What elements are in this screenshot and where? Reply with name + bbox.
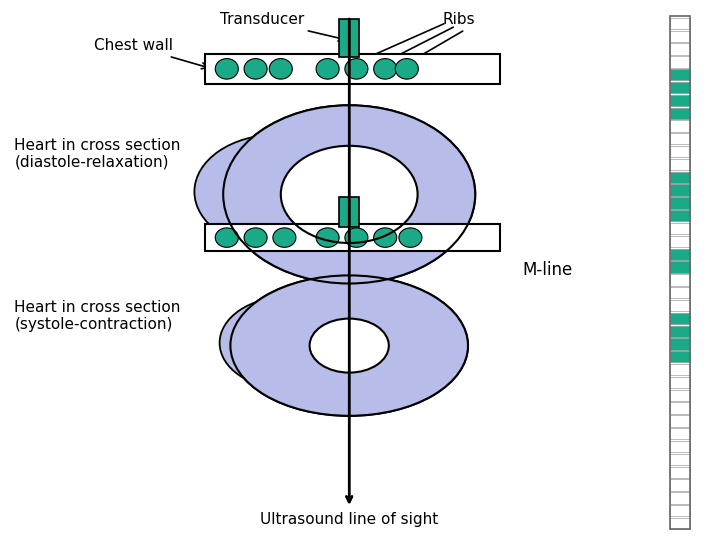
Bar	[670, 82, 690, 93]
Ellipse shape	[230, 275, 468, 416]
Bar	[670, 18, 690, 29]
Ellipse shape	[215, 59, 238, 79]
Bar	[670, 236, 690, 247]
Bar	[670, 364, 690, 375]
Bar	[339, 197, 359, 227]
Ellipse shape	[220, 297, 356, 389]
Ellipse shape	[215, 228, 238, 247]
Bar	[670, 480, 690, 491]
Bar	[670, 172, 690, 183]
Bar	[670, 69, 690, 80]
Ellipse shape	[194, 134, 360, 249]
Bar	[670, 441, 690, 453]
Ellipse shape	[244, 228, 267, 247]
Ellipse shape	[244, 59, 267, 79]
Text: M-line: M-line	[522, 261, 572, 279]
Bar	[670, 210, 690, 221]
Ellipse shape	[374, 59, 397, 79]
Ellipse shape	[395, 59, 418, 79]
Ellipse shape	[345, 228, 368, 247]
Ellipse shape	[316, 59, 339, 79]
Ellipse shape	[273, 228, 296, 247]
Text: Ribs: Ribs	[443, 12, 475, 28]
Bar	[670, 415, 690, 427]
Bar	[670, 377, 690, 388]
Bar	[670, 492, 690, 503]
Bar	[670, 185, 690, 195]
Ellipse shape	[245, 314, 331, 372]
Ellipse shape	[269, 59, 292, 79]
Bar	[670, 197, 690, 208]
Bar	[670, 390, 690, 401]
Bar	[670, 428, 690, 440]
Text: (systole-contraction): (systole-contraction)	[14, 316, 173, 332]
Ellipse shape	[225, 156, 329, 227]
Ellipse shape	[399, 228, 422, 247]
Bar	[670, 146, 690, 157]
Bar	[670, 120, 690, 132]
Bar	[670, 159, 690, 170]
Ellipse shape	[310, 319, 389, 373]
Ellipse shape	[223, 105, 475, 284]
Bar	[670, 16, 690, 529]
Bar	[670, 505, 690, 516]
Bar	[205, 224, 500, 251]
Bar	[670, 43, 690, 55]
Bar	[670, 339, 690, 350]
Bar	[670, 351, 690, 362]
Bar	[670, 133, 690, 144]
Ellipse shape	[345, 59, 368, 79]
Bar	[670, 518, 690, 529]
Bar	[670, 31, 690, 42]
Bar	[670, 287, 690, 298]
Text: Ultrasound line of sight: Ultrasound line of sight	[260, 512, 438, 527]
Bar	[670, 454, 690, 465]
Ellipse shape	[281, 146, 418, 243]
Text: (diastole-relaxation): (diastole-relaxation)	[14, 154, 169, 170]
Bar	[205, 54, 500, 84]
Bar	[670, 223, 690, 234]
Ellipse shape	[310, 319, 389, 373]
Ellipse shape	[223, 105, 475, 284]
Bar	[670, 94, 690, 106]
Bar	[670, 274, 690, 286]
Ellipse shape	[281, 146, 418, 243]
Text: Chest wall: Chest wall	[94, 38, 208, 69]
Ellipse shape	[316, 228, 339, 247]
Bar	[670, 248, 690, 260]
Ellipse shape	[230, 275, 468, 416]
Bar	[670, 402, 690, 414]
Bar	[670, 313, 690, 324]
Text: Heart in cross section: Heart in cross section	[14, 300, 181, 315]
Bar	[670, 326, 690, 337]
Bar	[670, 261, 690, 273]
Bar	[670, 107, 690, 119]
Text: Transducer: Transducer	[220, 12, 345, 41]
Bar	[670, 300, 690, 311]
Bar	[670, 467, 690, 478]
Text: Heart in cross section: Heart in cross section	[14, 138, 181, 153]
Bar	[670, 56, 690, 68]
Ellipse shape	[374, 228, 397, 247]
Bar	[339, 19, 359, 57]
